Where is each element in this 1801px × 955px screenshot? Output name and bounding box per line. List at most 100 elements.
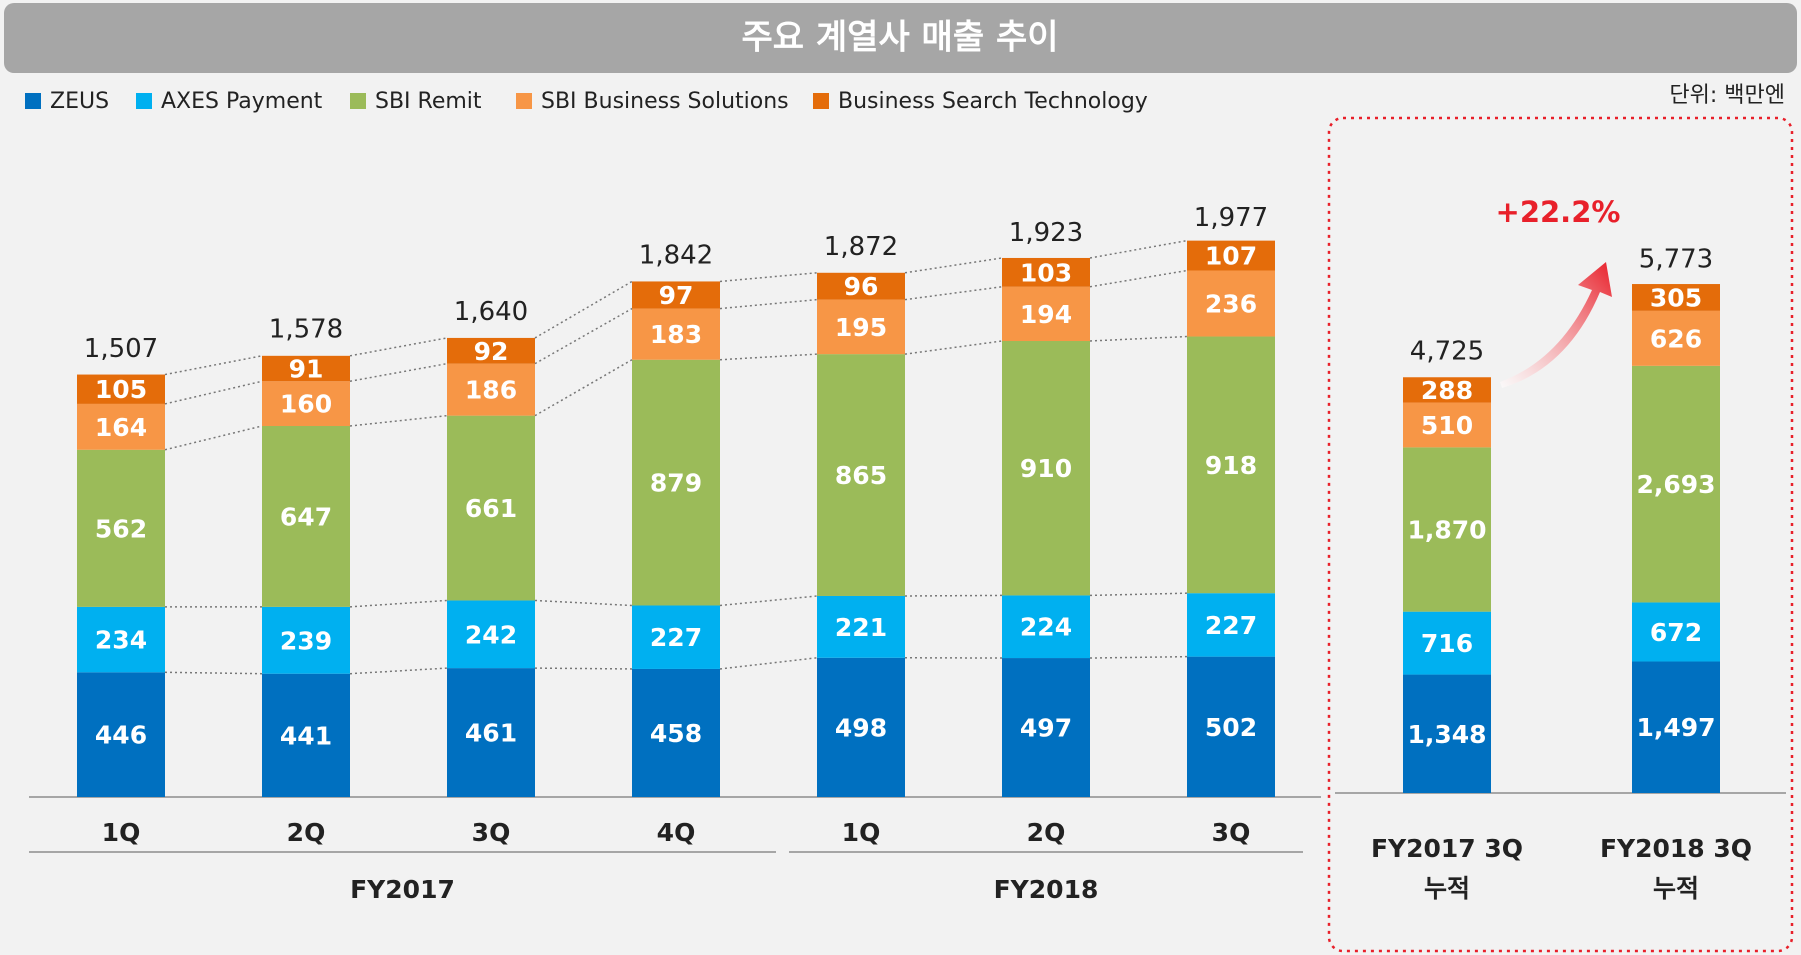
bar-segment: [1632, 661, 1720, 793]
data-label: 510: [1421, 411, 1473, 440]
data-label: 461: [465, 719, 517, 748]
x-tick-label: FY2018 3Q: [1600, 834, 1752, 863]
legend-swatch: [516, 93, 532, 109]
bar-segment: [447, 600, 535, 669]
bar-segment: [262, 606, 350, 674]
x-tick-label: 4Q: [657, 818, 696, 847]
data-label: 446: [95, 721, 147, 750]
connector-line: [719, 353, 818, 361]
connector-line: [164, 671, 263, 675]
bar-segment: [1403, 447, 1491, 612]
data-label: 647: [280, 502, 332, 531]
data-label: 626: [1650, 324, 1702, 353]
bar-segment: [817, 657, 905, 797]
connector-line: [1089, 592, 1188, 597]
bar-segment: [1187, 656, 1275, 797]
data-label: 97: [659, 281, 694, 310]
legend-swatch: [813, 93, 829, 109]
data-label: 164: [95, 413, 147, 442]
total-label: 1,872: [824, 232, 898, 262]
total-label: 5,773: [1639, 244, 1713, 274]
x-tick-label: 3Q: [1212, 818, 1251, 847]
connector-line: [349, 362, 448, 382]
bar-segment: [1002, 658, 1090, 797]
data-label: 195: [835, 313, 887, 342]
data-label: 458: [650, 719, 702, 748]
bar-segment: [1632, 602, 1720, 662]
legend-label: ZEUS: [50, 89, 109, 114]
total-label: 1,842: [639, 241, 713, 271]
bar-segment: [1002, 595, 1090, 659]
bar-segment: [1632, 365, 1720, 603]
legend-label: SBI Remit: [375, 89, 482, 114]
group-label: FY2018: [994, 875, 1099, 904]
bar-segment: [817, 595, 905, 658]
bar-segment: [77, 449, 165, 607]
total-label: 1,923: [1009, 218, 1083, 248]
connector-line: [1089, 269, 1188, 288]
x-tick-label: FY2017 3Q: [1371, 834, 1523, 863]
bar-segment: [262, 673, 350, 797]
data-label: 498: [835, 713, 887, 742]
bar-segment: [262, 381, 350, 426]
bar-segment: [817, 272, 905, 300]
bar-segment: [1187, 240, 1275, 271]
connector-line: [534, 667, 633, 670]
data-label: 183: [650, 320, 702, 349]
data-label: 234: [95, 626, 147, 655]
data-label: 1,870: [1407, 516, 1486, 545]
data-label: 497: [1020, 714, 1072, 743]
highlight-box: [1327, 116, 1794, 953]
data-label: 239: [280, 626, 332, 655]
connector-line: [349, 414, 448, 427]
data-label: 865: [835, 461, 887, 490]
data-label: 1,348: [1407, 720, 1486, 749]
data-label: 879: [650, 469, 702, 498]
data-label: 672: [1650, 618, 1702, 647]
total-label: 4,725: [1410, 336, 1484, 366]
bar-segment: [262, 425, 350, 607]
data-label: 918: [1205, 451, 1257, 480]
bar-segment: [262, 355, 350, 382]
bar-segment: [1403, 402, 1491, 448]
bar-segment: [447, 415, 535, 601]
bar-segment: [1002, 286, 1090, 341]
data-label: 502: [1205, 713, 1257, 742]
chart-title: 주요 계열사 매출 추이: [741, 18, 1058, 58]
connector-line: [534, 599, 633, 607]
legend-label: Business Search Technology: [838, 89, 1148, 114]
data-label: 2,693: [1636, 470, 1715, 499]
connector-line: [1089, 335, 1188, 342]
connector-line: [534, 280, 633, 339]
connector-line: [719, 272, 818, 283]
bar-segment: [447, 363, 535, 416]
legend-label: SBI Business Solutions: [541, 89, 789, 114]
data-label: 716: [1421, 629, 1473, 658]
bar-segment: [1187, 593, 1275, 657]
bar-segment: [817, 354, 905, 596]
data-label: 194: [1020, 300, 1072, 329]
connector-line: [349, 337, 448, 357]
data-label: 227: [1205, 611, 1257, 640]
data-label: 186: [465, 376, 517, 405]
bar-segment: [1632, 284, 1720, 311]
data-label: 103: [1020, 258, 1072, 287]
bar-segment: [632, 359, 720, 606]
data-label: 242: [465, 620, 517, 649]
connector-line: [164, 380, 263, 405]
data-label: 562: [95, 514, 147, 543]
bar-segment: [817, 299, 905, 355]
bar-segment: [1403, 674, 1491, 793]
data-label: 1,497: [1636, 713, 1715, 742]
data-label: 221: [835, 613, 887, 642]
data-label: 160: [280, 390, 332, 419]
x-tick-label: 3Q: [472, 818, 511, 847]
connector-line: [1089, 655, 1188, 659]
connector-line: [904, 594, 1003, 597]
bar-segment: [1403, 377, 1491, 403]
legend-swatch: [136, 93, 152, 109]
bar-segment: [632, 308, 720, 360]
x-tick-label: 2Q: [1027, 818, 1066, 847]
bar-segment: [1403, 611, 1491, 675]
